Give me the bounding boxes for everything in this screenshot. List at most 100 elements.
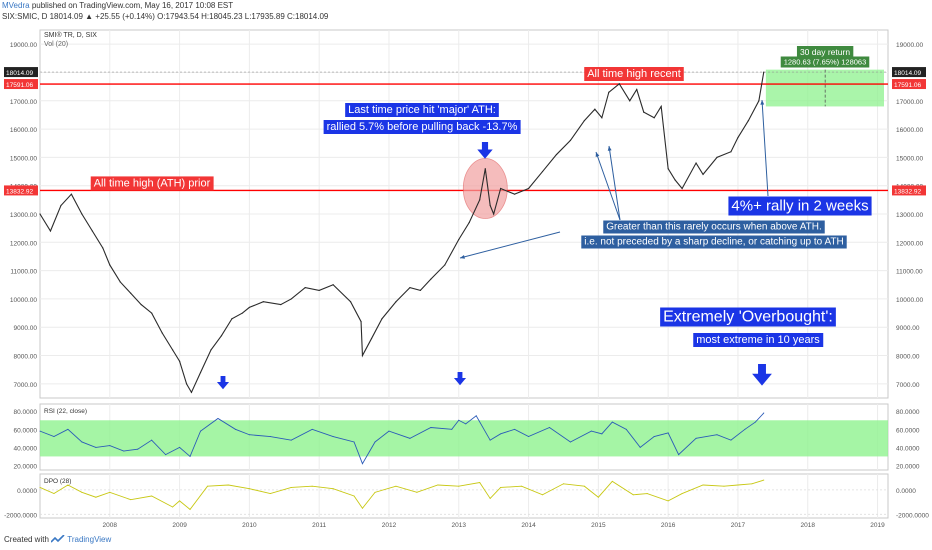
rsi-point bbox=[248, 434, 250, 436]
price-ytick-left: 11000.00 bbox=[10, 269, 37, 276]
ath-recent-tag-left: 17591.06 bbox=[6, 82, 33, 89]
dpo-point bbox=[583, 485, 585, 487]
price-point bbox=[304, 287, 306, 289]
ath-prior-tag-left-bg bbox=[4, 185, 38, 196]
price-point bbox=[220, 335, 223, 337]
price-point bbox=[199, 371, 202, 374]
price-point bbox=[541, 170, 544, 173]
rsi-series-line bbox=[39, 412, 765, 465]
price-point bbox=[514, 193, 516, 195]
price-point bbox=[70, 193, 73, 195]
rsi-point bbox=[528, 436, 530, 438]
x-tick-label: 2011 bbox=[312, 522, 326, 529]
price-point bbox=[489, 204, 491, 207]
tradingview-logo-icon bbox=[51, 535, 65, 543]
dpo-point bbox=[751, 483, 753, 485]
dpo-point bbox=[81, 491, 83, 493]
price-ytick-left: 19000.00 bbox=[10, 42, 37, 49]
price-point bbox=[395, 301, 397, 303]
dpo-point bbox=[395, 485, 397, 487]
price-point bbox=[409, 287, 411, 289]
down-arrow-2017 bbox=[752, 364, 772, 386]
rsi-point bbox=[569, 441, 571, 443]
rsi-point bbox=[430, 427, 432, 429]
ath-prior-tag-left: 13832.92 bbox=[6, 188, 33, 195]
last-time-label-2-box bbox=[323, 120, 521, 134]
x-tick-label: 2019 bbox=[870, 522, 885, 529]
dpo-point bbox=[458, 485, 460, 487]
dpo-point bbox=[248, 488, 250, 490]
ath-prior-label-box bbox=[90, 176, 214, 191]
rsi-ytick-left: 20.0000 bbox=[14, 463, 38, 470]
dpo-point bbox=[632, 494, 634, 496]
rsi-point bbox=[489, 439, 491, 441]
rsi-point bbox=[311, 428, 313, 430]
rsi-point bbox=[695, 437, 697, 439]
rsi-point bbox=[514, 428, 516, 430]
price-point bbox=[479, 199, 481, 201]
price-point bbox=[695, 162, 697, 164]
rsi-point bbox=[465, 423, 467, 425]
rsi-point bbox=[639, 446, 641, 448]
greater-arrow-3 bbox=[459, 231, 561, 259]
dpo-series-line bbox=[39, 479, 764, 511]
price-point bbox=[248, 306, 250, 309]
dpo-point bbox=[562, 483, 564, 485]
rsi-point bbox=[200, 430, 202, 432]
rsi-point bbox=[95, 446, 97, 448]
dpo-title: DPO (28) bbox=[44, 478, 71, 485]
price-point bbox=[636, 88, 638, 91]
price-point bbox=[674, 179, 676, 181]
price-ytick-right: 10000.00 bbox=[896, 297, 923, 304]
dpo-point bbox=[172, 506, 174, 508]
dpo-point bbox=[763, 479, 765, 481]
price-point bbox=[583, 119, 585, 122]
rsi-point bbox=[123, 450, 125, 452]
dpo-ytick-left: -2000.0000 bbox=[4, 512, 37, 519]
rsi-ytick-left: 60.0000 bbox=[14, 427, 38, 434]
rsi-point bbox=[451, 428, 453, 430]
dpo-point bbox=[374, 491, 376, 493]
price-point bbox=[49, 230, 52, 232]
price-ytick-left: 10000.00 bbox=[10, 297, 37, 304]
price-point bbox=[60, 204, 62, 207]
price-point bbox=[555, 153, 558, 156]
price-point bbox=[370, 337, 373, 340]
overbought-label-2-box bbox=[693, 333, 824, 347]
rsi-point bbox=[388, 430, 390, 432]
price-ytick-left: 16000.00 bbox=[10, 127, 37, 134]
dpo-point bbox=[737, 484, 739, 486]
price-point bbox=[629, 100, 631, 102]
rsi-point bbox=[409, 437, 411, 439]
rsi-point bbox=[475, 415, 477, 417]
rally-label-box bbox=[728, 196, 872, 216]
price-point bbox=[241, 312, 244, 314]
last-price-tag-left: 18014.09 bbox=[6, 70, 33, 77]
x-tick-label: 2014 bbox=[521, 522, 536, 529]
price-point bbox=[653, 117, 655, 119]
tradingview-brand-link[interactable]: TradingView bbox=[67, 535, 112, 544]
return-value-label: 1280.63 (7.65%) 128063 bbox=[784, 58, 867, 67]
dpo-ytick-left: 0.0000 bbox=[17, 488, 37, 495]
rsi-point bbox=[601, 433, 603, 435]
last-time-label-1: Last time price hit 'major' ATH: bbox=[348, 104, 496, 116]
author-link[interactable]: MVedra bbox=[2, 1, 30, 10]
price-ytick-right: 12000.00 bbox=[896, 240, 923, 247]
price-point bbox=[360, 320, 362, 323]
footer: Created with TradingView bbox=[4, 535, 111, 544]
rsi-zone bbox=[40, 420, 888, 457]
return-title-label: 30 day return bbox=[800, 47, 850, 57]
down-arrow-ath bbox=[477, 142, 493, 159]
rsi-point bbox=[611, 421, 613, 423]
dpo-point bbox=[361, 507, 363, 509]
price-ytick-left: 8000.00 bbox=[14, 354, 38, 361]
rsi-point bbox=[189, 455, 191, 457]
x-tick-label: 2018 bbox=[801, 522, 816, 529]
overbought-label-1: Extremely 'Overbought': bbox=[663, 309, 833, 326]
price-point bbox=[419, 289, 421, 292]
price-point bbox=[484, 168, 486, 170]
ath-recent-tag-left-bg bbox=[4, 79, 38, 90]
ath-prior-tag-right-bg bbox=[892, 185, 926, 196]
return-title-label-box bbox=[796, 46, 854, 58]
dpo-point bbox=[311, 485, 313, 487]
